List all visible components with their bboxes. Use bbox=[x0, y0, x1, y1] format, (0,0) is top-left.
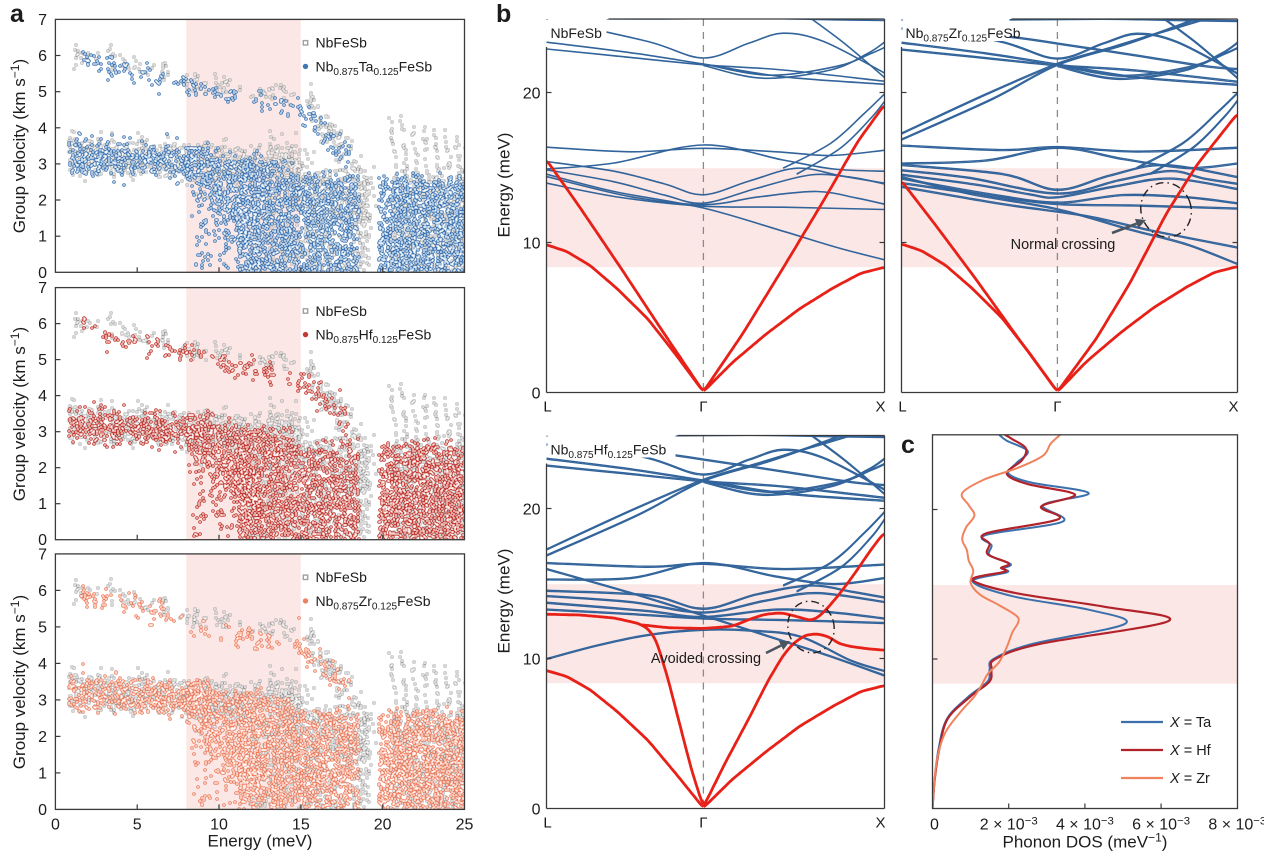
svg-text:20: 20 bbox=[523, 502, 541, 519]
svg-text:10: 10 bbox=[210, 816, 228, 833]
svg-text:6 × 10−3: 6 × 10−3 bbox=[1132, 816, 1190, 834]
svg-text:Energy (meV): Energy (meV) bbox=[208, 831, 313, 850]
svg-text:Avoided crossing: Avoided crossing bbox=[651, 651, 761, 667]
svg-text:7: 7 bbox=[38, 280, 47, 297]
svg-text:Energy (meV): Energy (meV) bbox=[495, 133, 514, 238]
svg-text:8 × 10−3: 8 × 10−3 bbox=[1208, 816, 1264, 834]
svg-text:5: 5 bbox=[38, 352, 47, 369]
svg-text:2: 2 bbox=[38, 193, 47, 210]
svg-text:4: 4 bbox=[38, 120, 47, 137]
svg-text:2: 2 bbox=[38, 460, 47, 477]
svg-text:NbFeSb: NbFeSb bbox=[316, 303, 368, 319]
svg-text:X: X bbox=[875, 399, 885, 416]
svg-text:Nb0.875Zr0.125FeSb: Nb0.875Zr0.125FeSb bbox=[316, 593, 431, 613]
svg-text:7: 7 bbox=[38, 546, 47, 563]
svg-text:NbFeSb: NbFeSb bbox=[551, 25, 603, 41]
svg-text:Γ: Γ bbox=[699, 815, 707, 832]
svg-text:Phonon DOS (meV−1): Phonon DOS (meV−1) bbox=[1003, 831, 1168, 852]
svg-text:X = Zr: X = Zr bbox=[1169, 771, 1210, 787]
svg-text:Nb0.875Zr0.125FeSb: Nb0.875Zr0.125FeSb bbox=[906, 25, 1021, 45]
svg-text:Normal crossing: Normal crossing bbox=[1011, 237, 1116, 253]
svg-text:3: 3 bbox=[38, 156, 47, 173]
svg-text:Nb0.875Ta0.125FeSb: Nb0.875Ta0.125FeSb bbox=[316, 58, 433, 78]
svg-text:5: 5 bbox=[133, 816, 142, 833]
svg-text:1: 1 bbox=[38, 229, 47, 246]
svg-text:4: 4 bbox=[38, 388, 47, 405]
svg-text:15: 15 bbox=[292, 816, 310, 833]
svg-text:L: L bbox=[898, 399, 906, 416]
svg-text:0: 0 bbox=[38, 802, 47, 819]
svg-text:6: 6 bbox=[38, 316, 47, 333]
svg-text:0: 0 bbox=[38, 265, 47, 282]
svg-text:20: 20 bbox=[523, 86, 541, 103]
svg-text:1: 1 bbox=[38, 765, 47, 782]
svg-text:20: 20 bbox=[374, 816, 392, 833]
svg-text:4: 4 bbox=[38, 656, 47, 673]
svg-text:NbFeSb: NbFeSb bbox=[316, 35, 368, 51]
svg-text:b: b bbox=[496, 0, 511, 28]
svg-text:Group velocity (km s−1): Group velocity (km s−1) bbox=[8, 595, 29, 769]
svg-text:0: 0 bbox=[532, 802, 541, 819]
svg-text:1: 1 bbox=[38, 496, 47, 513]
svg-text:10: 10 bbox=[523, 236, 541, 253]
svg-text:6: 6 bbox=[38, 583, 47, 600]
svg-text:L: L bbox=[543, 815, 551, 832]
svg-text:3: 3 bbox=[38, 692, 47, 709]
svg-text:a: a bbox=[10, 0, 25, 28]
svg-text:4 × 10−3: 4 × 10−3 bbox=[1056, 816, 1114, 834]
svg-text:Group velocity (km s−1): Group velocity (km s−1) bbox=[8, 327, 29, 501]
svg-text:Γ: Γ bbox=[1053, 399, 1061, 416]
svg-text:X: X bbox=[1228, 399, 1238, 416]
svg-text:25: 25 bbox=[456, 816, 474, 833]
svg-text:c: c bbox=[901, 431, 915, 459]
svg-text:2 × 10−3: 2 × 10−3 bbox=[980, 816, 1038, 834]
svg-text:Group velocity (km s−1): Group velocity (km s−1) bbox=[8, 59, 29, 233]
svg-text:5: 5 bbox=[38, 84, 47, 101]
svg-text:2: 2 bbox=[38, 729, 47, 746]
svg-text:Nb0.875Hf0.125FeSb: Nb0.875Hf0.125FeSb bbox=[316, 327, 432, 347]
svg-text:Energy (meV): Energy (meV) bbox=[495, 549, 514, 654]
svg-text:10: 10 bbox=[523, 652, 541, 669]
svg-text:3: 3 bbox=[38, 424, 47, 441]
svg-text:X: X bbox=[875, 815, 885, 832]
svg-text:X = Ta: X = Ta bbox=[1169, 715, 1212, 731]
svg-text:L: L bbox=[543, 399, 551, 416]
svg-text:5: 5 bbox=[38, 619, 47, 636]
svg-text:0: 0 bbox=[38, 532, 47, 549]
svg-text:Nb0.875Hf0.125FeSb: Nb0.875Hf0.125FeSb bbox=[551, 442, 667, 462]
svg-text:7: 7 bbox=[38, 12, 47, 29]
svg-text:NbFeSb: NbFeSb bbox=[316, 569, 368, 585]
svg-text:0: 0 bbox=[532, 386, 541, 403]
svg-text:0: 0 bbox=[51, 816, 60, 833]
svg-text:X = Hf: X = Hf bbox=[1169, 743, 1212, 759]
svg-text:0: 0 bbox=[930, 817, 939, 834]
svg-text:6: 6 bbox=[38, 48, 47, 65]
svg-text:Γ: Γ bbox=[699, 399, 707, 416]
